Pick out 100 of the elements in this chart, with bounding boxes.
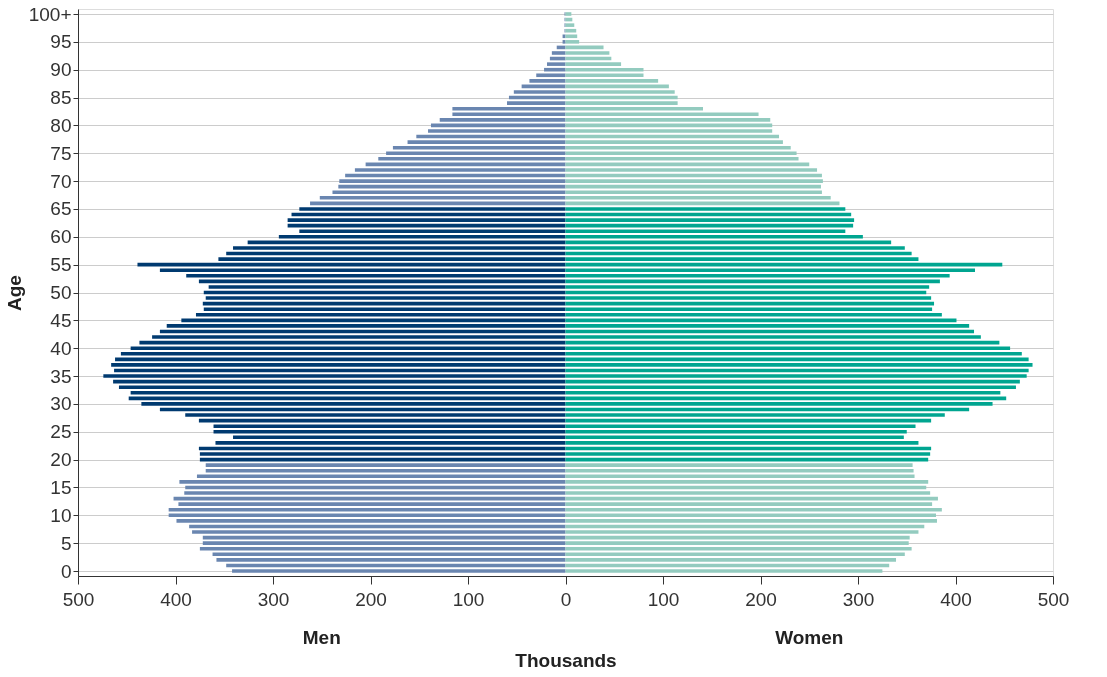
bar xyxy=(565,151,797,156)
bar xyxy=(130,390,566,395)
y-tick-label: 70 xyxy=(50,170,72,192)
bar xyxy=(565,413,945,417)
bar xyxy=(565,390,1001,395)
bar xyxy=(159,268,566,273)
bar xyxy=(565,118,771,122)
bar xyxy=(565,312,942,317)
x-tick-label: 300 xyxy=(842,588,875,610)
bar xyxy=(216,558,566,562)
bar xyxy=(565,519,937,523)
bar xyxy=(565,51,610,55)
bar xyxy=(192,530,566,534)
bar xyxy=(565,296,932,300)
bar xyxy=(565,385,1016,389)
y-tick-label: 45 xyxy=(50,309,72,331)
bar xyxy=(565,363,1033,367)
bar xyxy=(565,168,818,172)
bar xyxy=(205,468,566,473)
y-tick-label: 40 xyxy=(50,337,72,359)
bar xyxy=(232,569,566,573)
bar xyxy=(565,235,863,239)
bar xyxy=(565,268,975,273)
bar xyxy=(565,480,929,484)
x-tick-label: 300 xyxy=(257,588,290,610)
bar xyxy=(565,541,909,545)
bar xyxy=(103,374,566,378)
bar xyxy=(565,285,930,289)
y-tick-label: 35 xyxy=(50,365,72,387)
bar xyxy=(378,157,566,161)
bar xyxy=(195,312,566,317)
y-tick-label: 80 xyxy=(50,114,72,136)
bar xyxy=(205,463,566,467)
bar xyxy=(278,235,566,239)
bar xyxy=(130,346,566,350)
bar xyxy=(562,40,566,44)
bar xyxy=(565,101,678,105)
bar xyxy=(185,413,566,417)
bar xyxy=(354,168,566,172)
bar xyxy=(507,101,566,105)
bar xyxy=(339,179,566,183)
bar xyxy=(287,218,566,222)
bar xyxy=(565,246,905,250)
bar xyxy=(299,207,566,211)
y-tick-label: 0 xyxy=(60,560,72,582)
bar xyxy=(565,307,933,312)
y-tick-label: 15 xyxy=(50,476,72,498)
bar xyxy=(565,441,919,445)
x-tick-label: 400 xyxy=(160,588,192,610)
bar xyxy=(386,151,566,156)
bar xyxy=(565,452,931,456)
bar xyxy=(565,468,914,473)
bar xyxy=(565,112,759,117)
bar xyxy=(111,363,566,367)
bar xyxy=(299,229,566,234)
bar xyxy=(565,346,1011,350)
bar xyxy=(513,90,566,94)
y-tick-label: 5 xyxy=(60,532,72,554)
y-tick-label: 90 xyxy=(50,59,72,81)
x-tick-label: 100 xyxy=(647,588,680,610)
bar xyxy=(428,129,566,133)
y-tick-label: 20 xyxy=(50,449,72,471)
bar xyxy=(565,429,907,434)
y-tick-label: 30 xyxy=(50,393,72,415)
x-tick-label: 100 xyxy=(452,588,485,610)
bar xyxy=(565,335,981,339)
bar xyxy=(529,79,566,83)
bar xyxy=(152,335,566,339)
bar xyxy=(565,507,942,512)
bar xyxy=(565,273,950,278)
text: Men xyxy=(302,627,341,648)
bar xyxy=(565,196,831,200)
bar xyxy=(168,507,566,512)
y-axis-title: Age xyxy=(3,275,25,311)
bar xyxy=(565,324,970,328)
bar xyxy=(215,441,566,445)
bar xyxy=(319,196,566,200)
bar xyxy=(565,351,1022,356)
bar xyxy=(565,569,883,573)
bar xyxy=(184,491,566,495)
bar xyxy=(565,179,823,183)
x-tick-label: 500 xyxy=(1037,588,1070,610)
bar xyxy=(565,157,799,161)
bar xyxy=(199,452,566,456)
bar xyxy=(213,429,566,434)
x-axis-title: Thousands xyxy=(515,649,617,671)
y-tick-label: 25 xyxy=(50,421,72,443)
bar xyxy=(565,424,916,428)
y-tick-label: 85 xyxy=(50,87,72,109)
bar xyxy=(546,62,566,66)
bar xyxy=(565,218,855,222)
y-tick-label: 50 xyxy=(50,282,72,303)
bar xyxy=(218,257,566,261)
bar xyxy=(565,374,1027,378)
bar xyxy=(452,112,566,117)
y-tick-label: 95 xyxy=(50,31,72,53)
x-tick-label: 200 xyxy=(745,588,777,610)
bar xyxy=(565,190,822,195)
bar xyxy=(118,385,566,389)
bar xyxy=(565,90,675,94)
